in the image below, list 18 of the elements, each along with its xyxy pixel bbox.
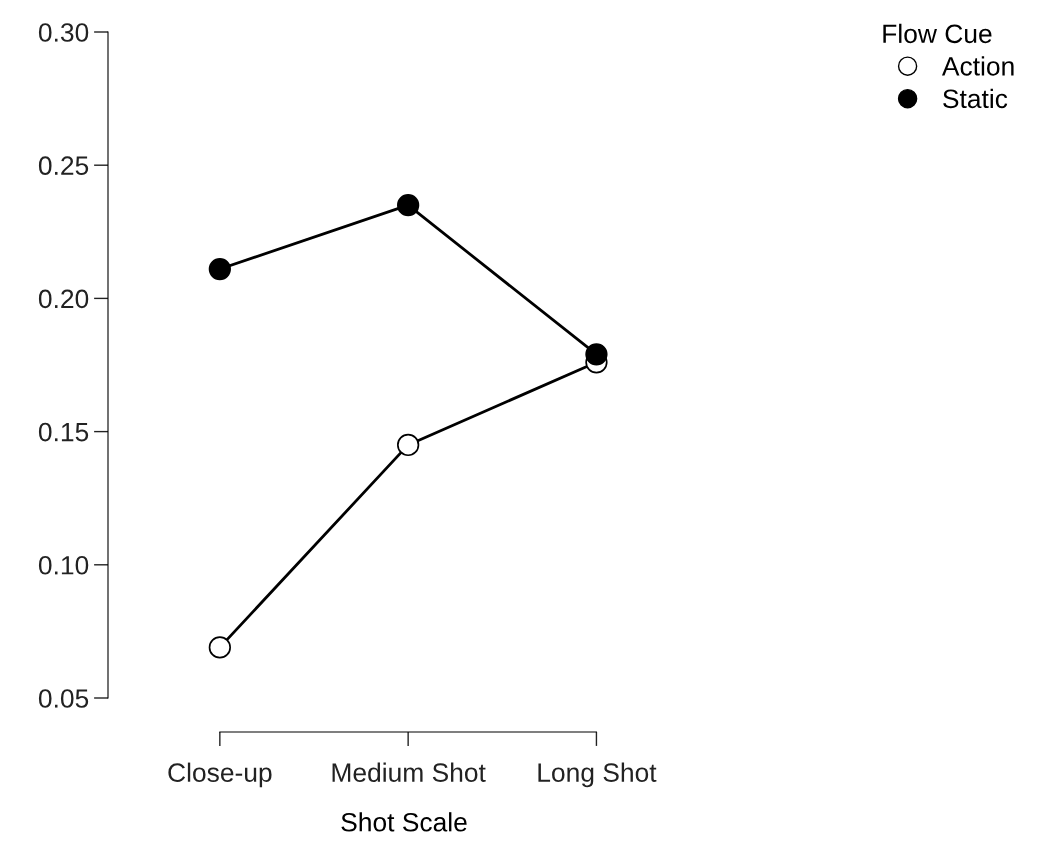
point [585,343,608,366]
legend-label: Static [943,88,1008,109]
point [397,433,420,457]
y-tick-label: 0.15 [38,422,89,442]
y-tick-label: 0.10 [38,555,89,575]
y-tick-label: 0.20 [38,289,89,309]
y-tick-label: 0.25 [38,156,89,176]
x-axis-title: Shot Scale [341,812,467,832]
x-tick-label: Medium Shot [332,762,486,782]
point [208,257,231,281]
legend-title: Flow Cue [883,23,992,44]
y-tick-label: 0.30 [38,23,89,42]
x-tick-label: Close-up [168,762,272,788]
legend-label: Action [941,56,1014,76]
point [208,636,231,659]
y-tick-label: 0.05 [38,689,89,708]
x-tick-label: Long Shot [538,762,657,788]
point [397,194,420,217]
